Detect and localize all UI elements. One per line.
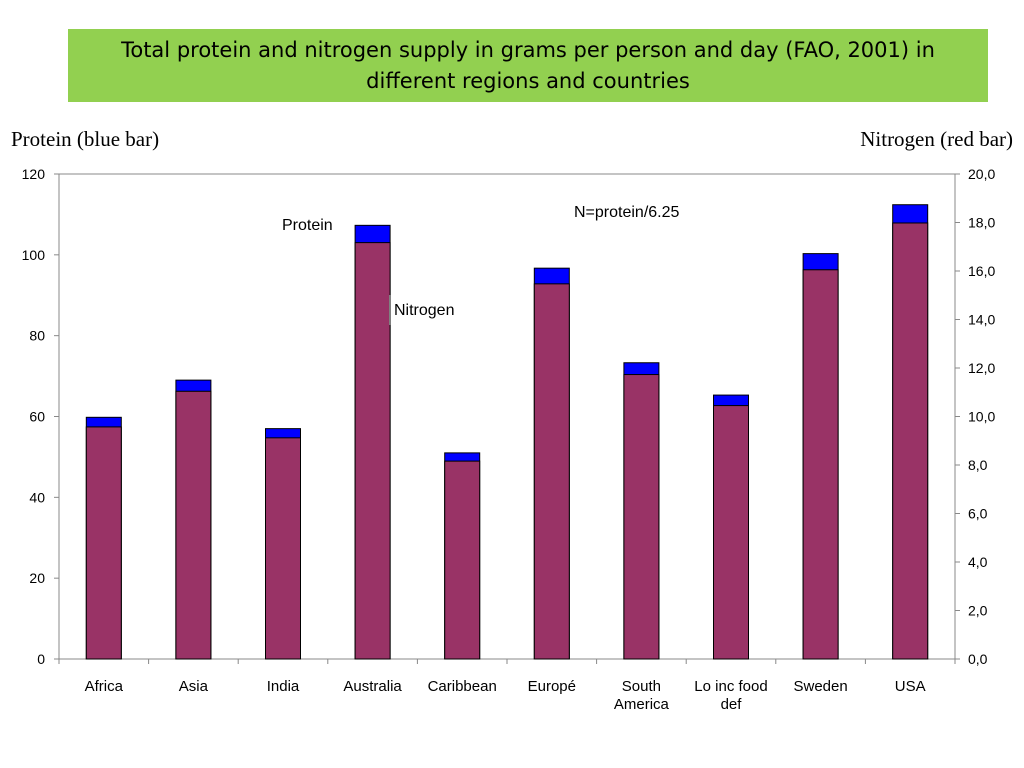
x-tick-label: Caribbean [428,678,497,695]
nitrogen-bar [175,390,212,660]
x-tick-label: Europé [528,678,576,695]
right-tick-label: 4,0 [968,554,988,570]
left-tick-label: 40 [29,489,45,505]
right-tick-label: 20,0 [968,166,995,182]
right-tick-label: 14,0 [968,312,995,328]
right-tick-label: 0,0 [968,651,988,667]
left-tick-label: 20 [29,570,45,586]
right-tick-label: 8,0 [968,457,988,473]
x-tick-label: Lo inc food def [694,678,767,713]
nitrogen-annotation-box [389,295,472,325]
left-tick-label: 60 [29,409,45,425]
nitrogen-bar [533,283,570,660]
left-tick-label: 100 [22,247,46,263]
nitrogen-bar [85,426,122,660]
right-tick-label: 12,0 [968,360,995,376]
x-tick-label: South America [614,678,670,713]
x-tick-label: Australia [343,678,402,695]
left-axis-caption: Protein (blue bar) [11,127,160,151]
nitrogen-bar [354,242,391,660]
formula-annotation: N=protein/6.25 [574,204,680,221]
x-tick-label: Asia [179,678,209,695]
right-tick-label: 2,0 [968,603,988,619]
left-tick-label: 120 [22,166,46,182]
right-tick-label: 6,0 [968,506,988,522]
x-tick-label: Sweden [793,678,847,695]
right-tick-label: 10,0 [968,409,995,425]
chart-title: Total protein and nitrogen supply in gra… [68,29,988,102]
nitrogen-bar [713,405,749,660]
right-tick-label: 18,0 [968,215,995,231]
nitrogen-bar [444,460,481,660]
nitrogen-bar [623,374,660,660]
left-tick-label: 0 [37,651,45,667]
nitrogen-bar [265,437,301,660]
nitrogen-annotation: Nitrogen [394,302,454,319]
nitrogen-bar [802,269,839,660]
right-axis-caption: Nitrogen (red bar) [860,127,1013,151]
nitrogen-bar [892,222,929,660]
x-tick-label: USA [895,678,926,695]
x-tick-label: India [267,678,300,695]
left-tick-label: 80 [29,328,45,344]
x-tick-label: Africa [85,678,124,695]
protein-annotation: Protein [282,217,333,234]
right-tick-label: 16,0 [968,263,995,279]
